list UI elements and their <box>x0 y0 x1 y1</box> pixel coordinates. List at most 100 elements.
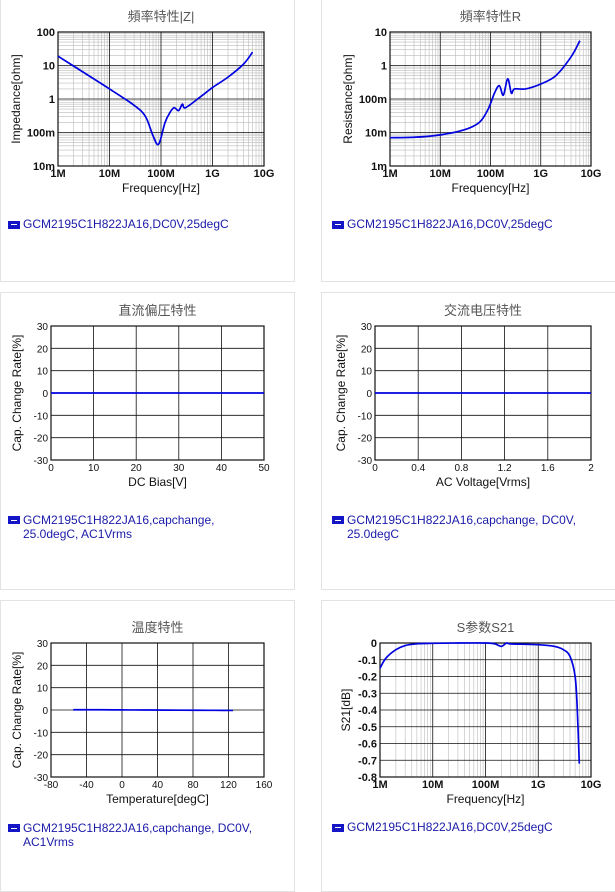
x-axis-label: Frequency[Hz] <box>446 792 524 806</box>
data-series-line <box>73 708 233 712</box>
y-tick-label: 10m <box>33 161 55 173</box>
chart-title: S参数S21 <box>457 620 515 635</box>
chart-panel-impedance: 頻率特性|Z| 1M 10M 100M 1G 10G 100 10 1 100m 10m Freque… <box>0 0 295 282</box>
x-axis-label: AC Voltage[Vrms] <box>436 475 530 489</box>
x-axis-label: Temperature[degC] <box>106 792 209 806</box>
x-tick-label: 80 <box>187 780 199 791</box>
x-tick-label: 100M <box>472 779 500 791</box>
x-tick-label: 10M <box>430 168 451 180</box>
chart-panel-dc-bias: 直流偏圧特性 0 10 20 30 40 50 30 20 10 0 -10 -20 -30 DC Bias… <box>0 292 295 590</box>
y-tick-label: -20 <box>358 434 373 445</box>
data-series-line <box>389 40 581 139</box>
x-tick-label: 40 <box>152 780 164 791</box>
legend-swatch-icon <box>8 516 20 524</box>
chart-impedance: 頻率特性|Z| 1M 10M 100M 1G 10G 100 10 1 100m 10m Freque… <box>9 9 274 195</box>
chart-ac-voltage: 交流电压特性 0 0.4 0.8 1.2 1.6 2 30 20 10 0 -10 -20 -30 AC V… <box>334 303 594 489</box>
y-tick-label: 30 <box>361 322 373 333</box>
y-tick-label: 10 <box>37 684 49 695</box>
data-series-line <box>379 642 581 764</box>
legend-swatch-icon <box>332 516 344 524</box>
y-tick-label: -0.1 <box>358 655 377 667</box>
x-tick-label: 1.6 <box>541 463 555 474</box>
y-tick-label: -0.3 <box>358 688 377 700</box>
x-tick-label: 40 <box>216 463 228 474</box>
y-tick-label: 0 <box>42 706 48 717</box>
x-tick-label: 120 <box>220 780 237 791</box>
legend-text: GCM2195C1H822JA16,capchange, DC0V, 25.0d… <box>347 513 577 541</box>
x-tick-label: 0 <box>372 463 378 474</box>
y-tick-label: -0.7 <box>358 755 377 767</box>
x-tick-label: 1G <box>531 779 546 791</box>
y-tick-label: -20 <box>34 434 49 445</box>
x-tick-label: 2 <box>588 463 594 474</box>
x-axis-label: Frequency[Hz] <box>451 181 529 195</box>
y-tick-label: -30 <box>34 456 49 467</box>
y-tick-label: 10m <box>365 128 387 140</box>
x-tick-label: 10M <box>422 779 443 791</box>
y-tick-label: 20 <box>37 344 49 355</box>
y-tick-label: -10 <box>34 411 49 422</box>
legend-text: GCM2195C1H822JA16,DC0V,25degC <box>347 217 553 231</box>
y-tick-label: 30 <box>37 322 49 333</box>
x-tick-label: 10G <box>581 779 602 791</box>
chart-panel-temperature: 温度特性 -80 -40 0 40 80 120 160 30 20 10 0 -10 -20 -30 Tem… <box>0 600 295 892</box>
chart-resistance: 頻率特性R 1M 10M 100M 1G 10G 10 1 100m 10m 1m Frequency… <box>341 9 602 195</box>
y-axis-label: Resistance[ohm] <box>341 54 355 143</box>
y-axis-label: Cap. Change Rate[%] <box>10 335 24 452</box>
x-tick-label: 10 <box>88 463 100 474</box>
y-axis-label: Impedance[ohm] <box>9 54 23 143</box>
chart-title: 直流偏圧特性 <box>118 303 196 318</box>
x-axis-label: DC Bias[V] <box>128 475 187 489</box>
plot-frame <box>57 31 265 167</box>
data-series-line <box>57 51 254 146</box>
legend-swatch-icon <box>8 220 20 229</box>
x-tick-label: 1.2 <box>498 463 512 474</box>
y-axis-label: S21[dB] <box>339 689 353 732</box>
y-tick-label: 0 <box>366 389 372 400</box>
legend-text: GCM2195C1H822JA16,DC0V,25degC <box>23 217 229 231</box>
chart-s21: S参数S21 1M 10M 100M 1G 10G 0 -0.1 -0.2 -0.3 -0.4 -0.… <box>339 620 602 806</box>
x-tick-label: 0 <box>119 780 125 791</box>
y-tick-label: 1m <box>371 161 387 173</box>
legend: GCM2195C1H822JA16,capchange, DC0V, 25.0d… <box>332 513 602 541</box>
x-tick-label: -40 <box>79 780 94 791</box>
chart-panel-s21: S参数S21 1M 10M 100M 1G 10G 0 -0.1 -0.2 -0.3 -0.4 -0.… <box>321 600 615 892</box>
x-tick-label: 0.8 <box>454 463 468 474</box>
chart-title: 温度特性 <box>131 620 183 635</box>
y-tick-label: 10 <box>375 27 387 39</box>
legend-text: GCM2195C1H822JA16,capchange, DC0V, AC1Vr… <box>23 821 253 849</box>
y-tick-label: 30 <box>37 639 49 650</box>
x-tick-label: 0.4 <box>411 463 425 474</box>
y-tick-label: -0.4 <box>358 705 378 717</box>
y-tick-label: -0.5 <box>358 722 377 734</box>
x-tick-label: 100M <box>477 168 505 180</box>
x-tick-label: 0 <box>48 463 54 474</box>
chart-panel-resistance: 頻率特性R 1M 10M 100M 1G 10G 10 1 100m 10m 1m Frequency… <box>321 0 615 282</box>
y-tick-label: -10 <box>34 728 49 739</box>
y-tick-label: -10 <box>358 411 373 422</box>
x-tick-label: 1G <box>205 168 220 180</box>
y-tick-label: -30 <box>34 773 49 784</box>
y-tick-label: 0 <box>371 638 377 650</box>
x-tick-label: 1M <box>372 779 387 791</box>
x-axis-label: Frequency[Hz] <box>122 181 200 195</box>
y-tick-label: -0.8 <box>358 772 377 784</box>
y-tick-label: 1 <box>381 61 387 73</box>
legend-swatch-icon <box>332 220 344 229</box>
y-tick-label: -30 <box>358 456 373 467</box>
legend: GCM2195C1H822JA16,DC0V,25degC <box>332 217 553 231</box>
x-tick-label: 10G <box>581 168 602 180</box>
x-tick-label: 10M <box>99 168 120 180</box>
x-tick-label: -80 <box>44 780 59 791</box>
y-tick-label: 20 <box>361 344 373 355</box>
x-tick-label: 1M <box>382 168 397 180</box>
legend-swatch-icon <box>332 823 344 832</box>
y-tick-label: 10 <box>43 61 55 73</box>
chart-panel-ac-voltage: 交流电压特性 0 0.4 0.8 1.2 1.6 2 30 20 10 0 -10 -20 -30 AC V… <box>321 292 615 590</box>
x-tick-label: 100M <box>147 168 175 180</box>
y-tick-label: 10 <box>361 367 373 378</box>
x-tick-label: 20 <box>131 463 143 474</box>
chart-dc-bias: 直流偏圧特性 0 10 20 30 40 50 30 20 10 0 -10 -20 -30 DC Bias… <box>10 303 270 489</box>
y-tick-label: 100m <box>359 94 387 106</box>
legend: GCM2195C1H822JA16,DC0V,25degC <box>332 820 553 834</box>
